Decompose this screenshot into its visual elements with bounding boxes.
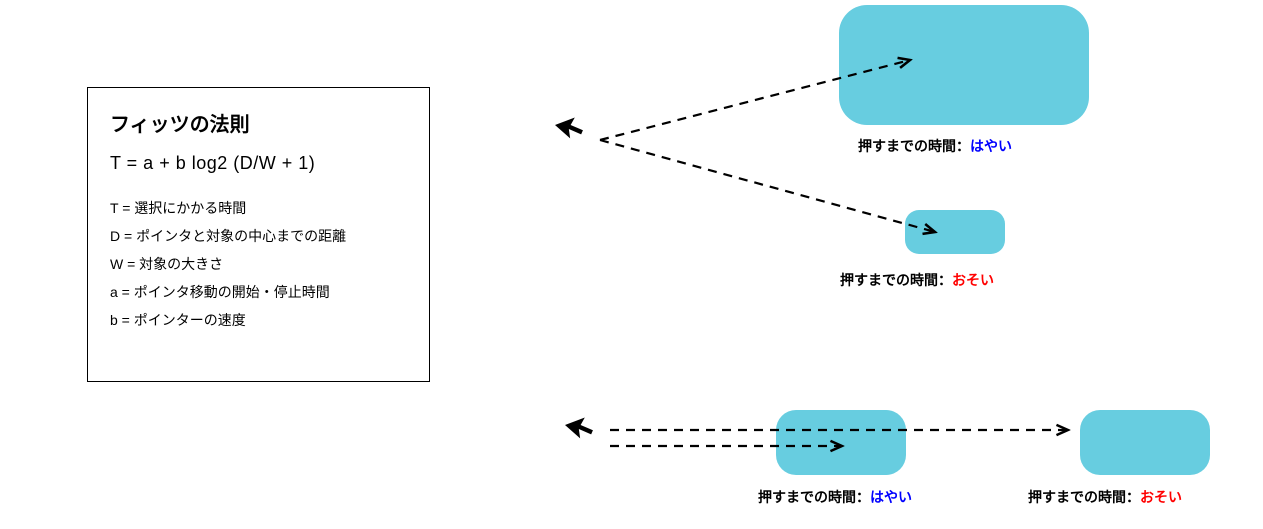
caption-label: 押すまでの時間： [758,489,870,505]
diagram-canvas: フィッツの法則 T = a + b log2 (D/W + 1) T = 選択に… [0,0,1263,529]
formula-def-line: a = ポインタ移動の開始・停止時間 [110,278,407,306]
target-far [1080,410,1210,475]
formula-equation: T = a + b log2 (D/W + 1) [110,153,407,174]
target-near [776,410,906,475]
caption-label: 押すまでの時間： [858,138,970,154]
formula-definitions: T = 選択にかかる時間D = ポインタと対象の中心までの距離W = 対象の大き… [110,194,407,334]
caption-small-slow: 押すまでの時間：おそい [840,270,994,290]
caption-near-fast: 押すまでの時間：はやい [758,487,912,507]
formula-def-line: D = ポインタと対象の中心までの距離 [110,222,407,250]
caption-label: 押すまでの時間： [840,272,952,288]
formula-title: フィッツの法則 [110,108,407,137]
cursor-icon-bottom [565,412,596,443]
target-small [905,210,1005,254]
formula-box: フィッツの法則 T = a + b log2 (D/W + 1) T = 選択に… [87,87,430,382]
target-large [839,5,1089,125]
formula-def-line: T = 選択にかかる時間 [110,194,407,222]
cursor-icon-top [555,112,586,143]
caption-far-slow: 押すまでの時間：おそい [1028,487,1182,507]
caption-label: 押すまでの時間： [1028,489,1140,505]
caption-large-fast: 押すまでの時間：はやい [858,136,1012,156]
caption-value-fast: はやい [870,489,912,505]
formula-def-line: b = ポインターの速度 [110,306,407,334]
caption-value-fast: はやい [970,138,1012,154]
formula-def-line: W = 対象の大きさ [110,250,407,278]
caption-value-slow: おそい [1140,489,1182,505]
caption-value-slow: おそい [952,272,994,288]
